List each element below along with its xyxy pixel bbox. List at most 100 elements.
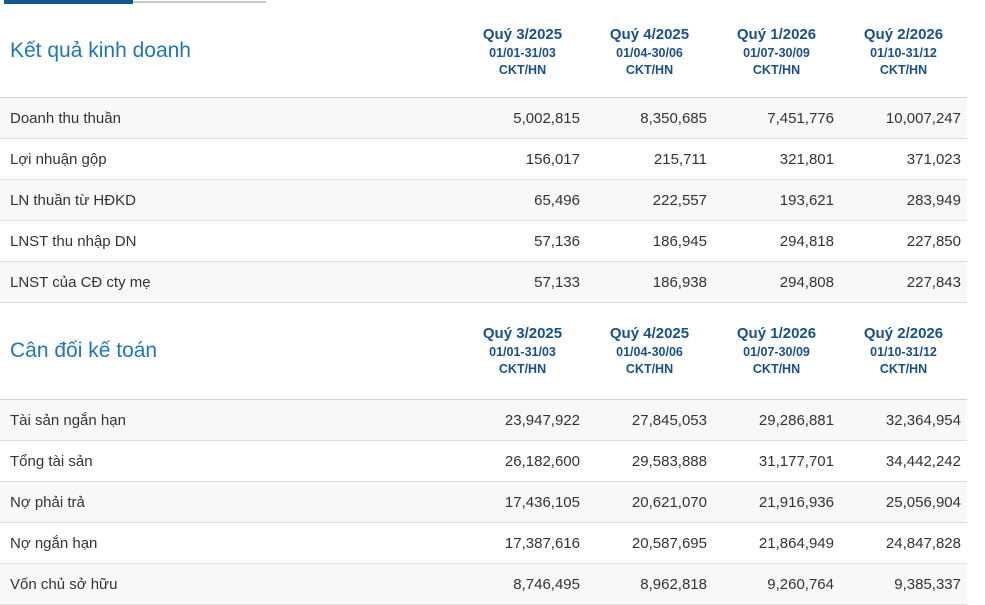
row-label: Doanh thu thuần — [10, 109, 121, 127]
cell-value: 186,938 — [652, 273, 707, 291]
row-label: Lợi nhuận gộp — [10, 150, 107, 168]
column-period: 01/04-30/06 — [616, 345, 683, 359]
cell-value: 17,387,616 — [504, 534, 580, 552]
row-label: LNST thu nhập DN — [10, 232, 137, 250]
cell-value: 27,845,053 — [631, 411, 707, 429]
tab-inactive-underline[interactable] — [133, 1, 266, 3]
cell-value: 8,746,495 — [513, 575, 580, 593]
column-quarter: Quý 4/2025 — [609, 26, 690, 43]
column-report-type: CKT/HN — [879, 362, 928, 376]
column-report-type: CKT/HN — [879, 63, 928, 77]
column-report-type: CKT/HN — [625, 63, 674, 77]
cell-value: 294,818 — [779, 232, 834, 250]
cell-value: 32,364,954 — [885, 411, 961, 429]
cell-value: 29,583,888 — [631, 452, 707, 470]
cell-value: 26,182,600 — [504, 452, 580, 470]
cell-value: 5,002,815 — [513, 109, 580, 127]
cell-value: 215,711 — [653, 150, 707, 168]
column-header-q3-2025: Quý 3/2025 01/01-31/03 CKT/HN — [459, 303, 586, 399]
table-row-total-assets: Tổng tài sản 26,182,600 29,583,888 31,17… — [0, 441, 967, 482]
cell-value: 29,286,881 — [758, 411, 834, 429]
table-row-short-term-assets: Tài sản ngắn hạn 23,947,922 27,845,053 2… — [0, 400, 967, 441]
table-row-owner-equity: Vốn chủ sở hữu 8,746,495 8,962,818 9,260… — [0, 564, 967, 605]
table-row-net-revenue: Doanh thu thuần 5,002,815 8,350,685 7,45… — [0, 98, 967, 139]
cell-value: 227,850 — [906, 232, 961, 250]
table-row-profit-after-tax: LNST thu nhập DN 57,136 186,945 294,818 … — [0, 221, 967, 262]
column-quarter: Quý 3/2025 — [482, 26, 563, 43]
financial-tables: Kết quả kinh doanh Quý 3/2025 01/01-31/0… — [0, 4, 967, 605]
cell-value: 9,385,337 — [894, 575, 961, 593]
table-row-total-liabilities: Nợ phải trả 17,436,105 20,621,070 21,916… — [0, 482, 967, 523]
column-period: 01/01-31/03 — [489, 345, 556, 359]
cell-value: 31,177,701 — [758, 452, 834, 470]
column-header-q2-2026: Quý 2/2026 01/10-31/12 CKT/HN — [840, 303, 967, 399]
column-period: 01/07-30/09 — [743, 46, 810, 60]
column-period: 01/01-31/03 — [489, 46, 556, 60]
row-label: Tài sản ngắn hạn — [10, 411, 126, 429]
table-row-parent-shareholder-profit: LNST của CĐ cty mẹ 57,133 186,938 294,80… — [0, 262, 967, 303]
cell-value: 193,621 — [779, 191, 834, 209]
cell-value: 222,557 — [652, 191, 707, 209]
column-report-type: CKT/HN — [625, 362, 674, 376]
section-title: Kết quả kinh doanh — [10, 38, 191, 62]
column-header-q1-2026: Quý 1/2026 01/07-30/09 CKT/HN — [713, 4, 840, 97]
cell-value: 227,843 — [906, 273, 961, 291]
column-report-type: CKT/HN — [498, 63, 547, 77]
row-label: LNST của CĐ cty mẹ — [10, 273, 151, 291]
cell-value: 156,017 — [525, 150, 580, 168]
column-report-type: CKT/HN — [498, 362, 547, 376]
row-label: LN thuần từ HĐKD — [10, 191, 136, 209]
column-quarter: Quý 1/2026 — [736, 325, 817, 342]
cell-value: 321,801 — [779, 150, 834, 168]
column-report-type: CKT/HN — [752, 362, 801, 376]
cell-value: 283,949 — [906, 191, 961, 209]
cell-value: 8,962,818 — [640, 575, 707, 593]
row-label: Vốn chủ sở hữu — [10, 575, 118, 593]
cell-value: 21,864,949 — [758, 534, 834, 552]
column-period: 01/10-31/12 — [870, 345, 937, 359]
cell-value: 57,136 — [534, 232, 580, 250]
cell-value: 20,621,070 — [631, 493, 707, 511]
column-header-q1-2026: Quý 1/2026 01/07-30/09 CKT/HN — [713, 303, 840, 399]
table-row-short-term-liabilities: Nợ ngắn hạn 17,387,616 20,587,695 21,864… — [0, 523, 967, 564]
cell-value: 9,260,764 — [767, 575, 834, 593]
cell-value: 21,916,936 — [758, 493, 834, 511]
column-quarter: Quý 1/2026 — [736, 26, 817, 43]
column-header-q3-2025: Quý 3/2025 01/01-31/03 CKT/HN — [459, 4, 586, 97]
row-label: Tổng tài sản — [10, 452, 93, 470]
cell-value: 57,133 — [534, 273, 580, 291]
column-quarter: Quý 3/2025 — [482, 325, 563, 342]
cell-value: 20,587,695 — [631, 534, 707, 552]
column-quarter: Quý 2/2026 — [863, 26, 944, 43]
row-label: Nợ ngắn hạn — [10, 534, 98, 552]
cell-value: 294,808 — [779, 273, 834, 291]
row-label: Nợ phải trả — [10, 493, 85, 511]
column-header-q4-2025: Quý 4/2025 01/04-30/06 CKT/HN — [586, 303, 713, 399]
column-header-q4-2025: Quý 4/2025 01/04-30/06 CKT/HN — [586, 4, 713, 97]
column-period: 01/10-31/12 — [870, 46, 937, 60]
cell-value: 23,947,922 — [504, 411, 580, 429]
column-period: 01/04-30/06 — [616, 46, 683, 60]
cell-value: 17,436,105 — [504, 493, 580, 511]
tab-active-underline[interactable] — [4, 0, 133, 4]
table-row-gross-profit: Lợi nhuận gộp 156,017 215,711 321,801 37… — [0, 139, 967, 180]
column-period: 01/07-30/09 — [743, 345, 810, 359]
cell-value: 371,023 — [906, 150, 961, 168]
cell-value: 186,945 — [652, 232, 707, 250]
cell-value: 25,056,904 — [885, 493, 961, 511]
cell-value: 8,350,685 — [640, 109, 707, 127]
cell-value: 10,007,247 — [885, 109, 961, 127]
table-row-operating-profit: LN thuần từ HĐKD 65,496 222,557 193,621 … — [0, 180, 967, 221]
column-report-type: CKT/HN — [752, 63, 801, 77]
section-header-income-statement: Kết quả kinh doanh Quý 3/2025 01/01-31/0… — [0, 4, 967, 98]
tab-bar — [0, 0, 985, 4]
cell-value: 65,496 — [534, 191, 580, 209]
column-quarter: Quý 4/2025 — [609, 325, 690, 342]
cell-value: 7,451,776 — [767, 109, 834, 127]
cell-value: 34,442,242 — [885, 452, 961, 470]
cell-value: 24,847,828 — [885, 534, 961, 552]
section-title: Cân đối kế toán — [10, 339, 158, 362]
column-quarter: Quý 2/2026 — [863, 325, 944, 342]
section-header-balance-sheet: Cân đối kế toán Quý 3/2025 01/01-31/03 C… — [0, 303, 967, 400]
column-header-q2-2026: Quý 2/2026 01/10-31/12 CKT/HN — [840, 4, 967, 97]
